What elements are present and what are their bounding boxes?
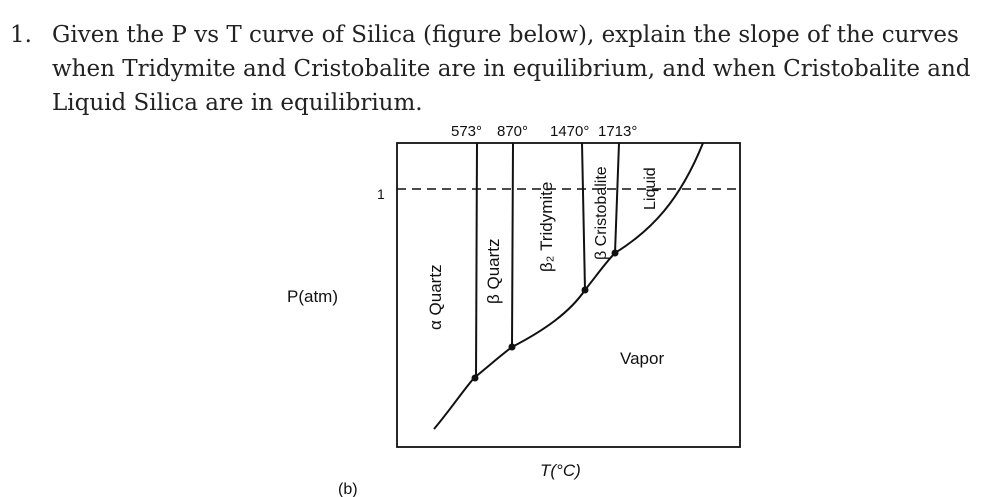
y-axis-label: P(atm) bbox=[287, 287, 338, 306]
label-beta-cristobalite: β Cristobalite bbox=[593, 166, 610, 260]
temp-label-573: 573° bbox=[451, 123, 482, 140]
vapor-pressure-curve bbox=[433, 142, 704, 430]
question-number: 1. bbox=[10, 22, 32, 48]
x-axis-label: T(°C) bbox=[540, 461, 581, 480]
pressure-tick-label: 1 bbox=[377, 186, 385, 202]
question-text: Given the P vs T curve of Silica (figure… bbox=[52, 22, 971, 116]
quartz-tridymite-boundary bbox=[511, 142, 514, 348]
triple-point-870 bbox=[508, 343, 516, 351]
tridymite-cristobalite-boundary bbox=[581, 142, 586, 291]
label-alpha-quartz: α Quartz bbox=[426, 264, 445, 330]
triple-point-573 bbox=[471, 374, 479, 382]
plot-frame bbox=[396, 142, 741, 448]
temp-label-1470: 1470° bbox=[550, 123, 589, 140]
temp-label-1713: 1713° bbox=[598, 123, 637, 140]
label-vapor: Vapor bbox=[620, 349, 664, 368]
triple-point-1470 bbox=[581, 286, 589, 294]
label-beta-quartz: β Quartz bbox=[484, 238, 503, 304]
figure-part-label: (b) bbox=[338, 481, 358, 497]
triple-point-1713 bbox=[611, 249, 619, 257]
label-beta2-tridymite: β₂ Tridymite bbox=[537, 182, 556, 272]
alpha-beta-quartz-boundary bbox=[475, 142, 478, 379]
cristobalite-liquid-boundary bbox=[614, 142, 620, 254]
temp-label-870: 870° bbox=[497, 123, 528, 140]
label-liquid: Liquid bbox=[642, 167, 659, 210]
